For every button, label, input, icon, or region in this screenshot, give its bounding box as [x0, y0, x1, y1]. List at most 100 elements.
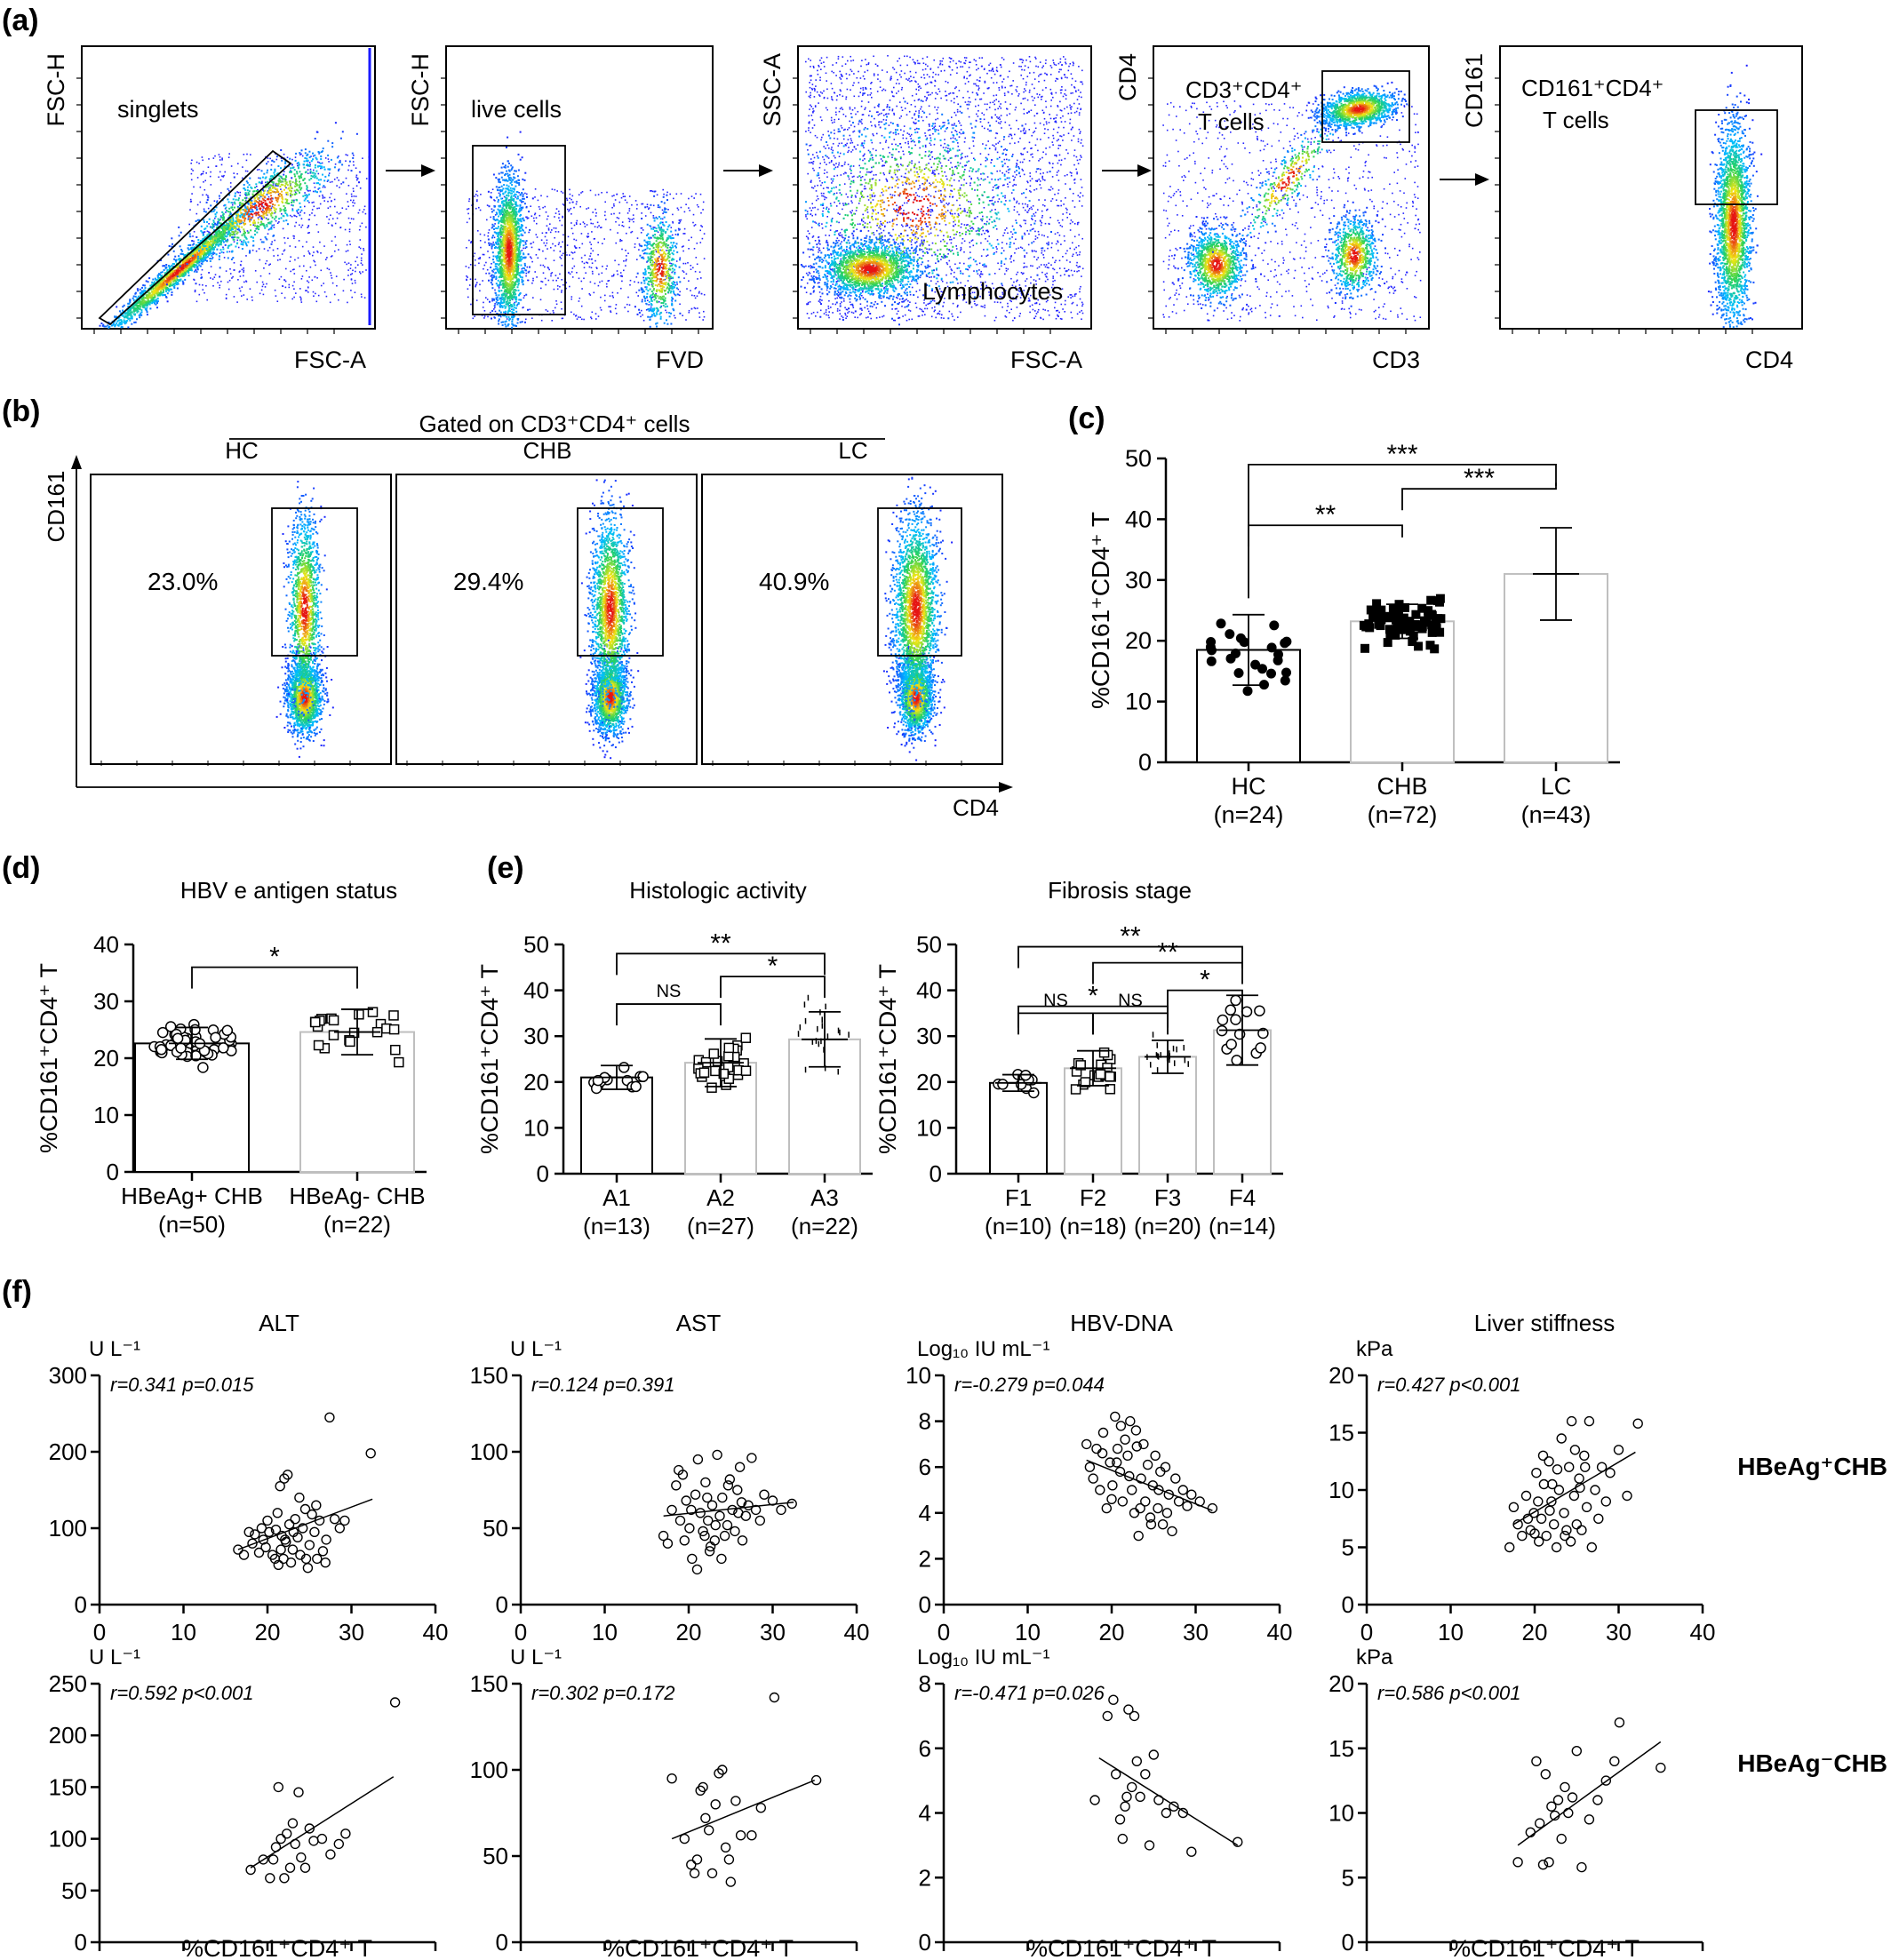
data-point [273, 1781, 283, 1793]
data-point [1600, 1775, 1612, 1786]
x-tick-label: 10 [171, 1619, 196, 1645]
y-tick-label: 300 [49, 1362, 87, 1389]
significance-bracket [616, 1003, 722, 1026]
data-point [1584, 1814, 1595, 1825]
n-label: (n=27) [687, 1213, 754, 1239]
y-axis-label: %CD161⁺CD4⁺ T [476, 964, 503, 1154]
data-point [221, 1024, 234, 1037]
data-point [1144, 1840, 1155, 1851]
data-point [304, 1823, 315, 1834]
bar-chart-e2: 0 10 20 30 40 50 %CD161⁺CD4⁺ T Fibrosis stage F1… [874, 877, 1283, 1239]
data-point [1383, 638, 1392, 648]
data-point [1609, 1756, 1620, 1767]
x-axis-label: %CD161⁺CD4⁺ T [182, 1935, 372, 1960]
y-tick-label: 0 [1342, 1591, 1354, 1618]
data-points [1089, 1694, 1243, 1857]
data-point [740, 1065, 752, 1076]
x-tick-label: 30 [760, 1956, 786, 1960]
data-point [1129, 1710, 1140, 1722]
data-point [1123, 1704, 1134, 1715]
y-tick-label: 10 [1328, 1800, 1354, 1827]
category-label: HBeAg- CHB [289, 1183, 425, 1209]
data-point [250, 1529, 260, 1540]
y-tick-label: 0 [1138, 749, 1152, 776]
row-label: HBeAg⁻CHB [1737, 1749, 1887, 1777]
scatter-title: Liver stiffness [1474, 1310, 1615, 1336]
x-tick-label: 20 [1099, 1956, 1125, 1960]
y-tick-label: 50 [916, 931, 942, 958]
data-point [1115, 1421, 1127, 1431]
y-tick-label: 0 [919, 1591, 931, 1618]
data-point [1538, 1478, 1550, 1490]
y-tick-label: 0 [107, 1159, 119, 1185]
scatter-row2-1-3: 0 5 10 15 20 0 10 20 30 40 kPa r=0.586 p<0.001 %CD16… [1328, 1645, 1715, 1960]
data-point [692, 1454, 704, 1465]
data-point [1360, 643, 1369, 653]
x-tick-label: 10 [1015, 1956, 1041, 1960]
data-point [708, 1048, 720, 1059]
flow-plot-frame [701, 474, 1003, 765]
data-points [1081, 1411, 1218, 1542]
data-point [1592, 1795, 1603, 1805]
y-tick-label: 50 [1125, 445, 1152, 472]
gate-label: T cells [1198, 108, 1265, 135]
flow-plot-frame [90, 474, 392, 765]
data-point [1241, 1006, 1253, 1017]
data-point [1161, 1508, 1173, 1518]
data-point [714, 1768, 724, 1779]
category-label: CHB [1376, 773, 1427, 800]
data-point [1126, 1781, 1137, 1793]
data-point [394, 1056, 404, 1068]
gate-label: Lymphocytes [922, 278, 1063, 305]
data-point [706, 1500, 718, 1510]
flow-b-y-label: CD161 [43, 471, 69, 543]
unit-label: kPa [1356, 1337, 1393, 1361]
data-point [618, 1062, 630, 1073]
data-point [725, 1876, 736, 1887]
y-tick-label: 200 [49, 1722, 87, 1749]
y-tick-label: 0 [75, 1591, 87, 1618]
regression-line [1517, 1741, 1662, 1846]
gate-label: singlets [117, 96, 199, 123]
stat-label: r=0.592 p<0.001 [110, 1682, 253, 1704]
regression-line [1086, 1459, 1213, 1511]
data-point [294, 1492, 305, 1503]
data-point [1408, 631, 1418, 641]
data-point [1080, 1077, 1091, 1088]
x-tick-label: 20 [255, 1956, 281, 1960]
gating-y-label: SSC-A [759, 53, 786, 127]
data-point [311, 1500, 322, 1510]
y-tick-label: 30 [93, 988, 119, 1015]
data-point [367, 1007, 379, 1017]
data-point [1551, 1542, 1562, 1553]
data-point [1427, 627, 1437, 637]
data-point [1376, 605, 1386, 615]
data-point [1560, 1781, 1570, 1793]
data-point [1424, 606, 1433, 616]
significance-label: * [1088, 982, 1098, 1011]
data-point [1576, 1525, 1587, 1535]
data-point [296, 1852, 307, 1863]
data-point [1145, 1518, 1157, 1530]
gating-strategy-row: FSC-A FSC-H singlets FVD FSC-H live cells FSC-… [43, 45, 1803, 373]
stat-label: r=-0.279 p=0.044 [954, 1374, 1105, 1396]
data-point [666, 1773, 677, 1784]
data-point [735, 1829, 746, 1841]
data-point [1546, 1801, 1557, 1812]
data-point [324, 1412, 335, 1423]
data-point [674, 1515, 686, 1526]
y-tick-label: 10 [906, 1362, 931, 1389]
data-point [1097, 1447, 1108, 1459]
x-tick-label: 40 [423, 1619, 449, 1645]
data-point [283, 1470, 293, 1480]
y-tick-label: 50 [483, 1515, 508, 1542]
y-axis-label: %CD161⁺CD4⁺ T [36, 963, 62, 1153]
data-point [1225, 1004, 1237, 1016]
data-point [1576, 1861, 1587, 1873]
data-point [313, 1040, 324, 1051]
gating-x-label: CD3 [1372, 347, 1420, 373]
data-point [1131, 1756, 1143, 1767]
panel-label-f: (f) [2, 1275, 32, 1309]
data-point [723, 1042, 735, 1054]
x-tick-label: 0 [93, 1619, 106, 1645]
